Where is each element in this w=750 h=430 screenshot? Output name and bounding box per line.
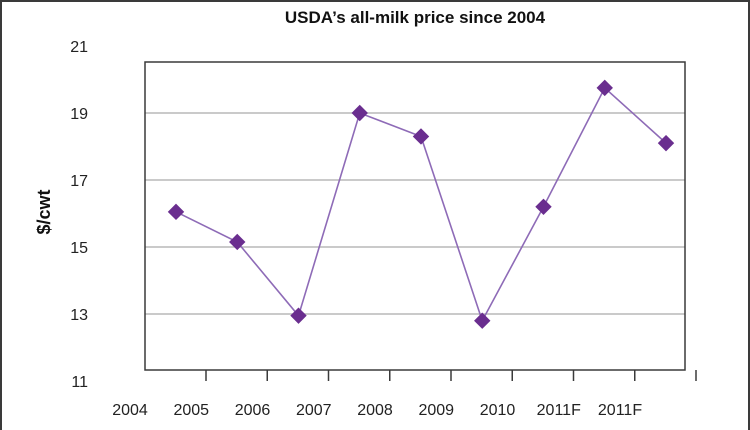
x-tick-label: 2007 [296,402,332,419]
x-tick-label: 2008 [357,402,393,419]
data-point-marker [412,128,430,145]
y-tick-label: 13 [70,307,88,324]
chart-title: USDA’s all-milk price since 2004 [285,8,546,27]
series-line [175,86,667,323]
data-point-marker [167,203,185,221]
x-axis-ticks: 2004 2005 2006 2007 2008 2009 2010 2011F 2011F [112,370,697,419]
x-tick-label: 2004 [112,402,148,419]
data-point-marker [474,312,491,329]
x-tick-label: 2011F [537,402,581,419]
y-tick-label: 21 [70,39,88,56]
x-tick-label: 2006 [235,402,271,419]
y-tick-label: 19 [70,106,88,123]
y-axis-ticks: 21 19 17 15 13 11 [70,39,88,391]
x-tick-label: 2011F [598,402,642,419]
data-point-marker [596,79,613,97]
x-tick-label: 2010 [480,402,516,419]
data-point-marker [290,307,307,324]
grid-lines [145,112,685,315]
y-axis-label: $/cwt [34,189,54,234]
y-tick-label: 17 [70,173,88,190]
series-line-layer [175,86,667,323]
data-point-marker [229,233,246,251]
data-point-marker [351,104,368,122]
y-tick-label: 11 [71,374,88,391]
x-tick-label: 2005 [173,402,209,419]
series-markers [167,79,675,329]
x-tick-label: 2009 [418,402,454,419]
y-tick-label: 15 [70,240,88,257]
data-point-marker [657,134,675,152]
data-point-marker [535,198,552,216]
plot-area [144,61,686,371]
